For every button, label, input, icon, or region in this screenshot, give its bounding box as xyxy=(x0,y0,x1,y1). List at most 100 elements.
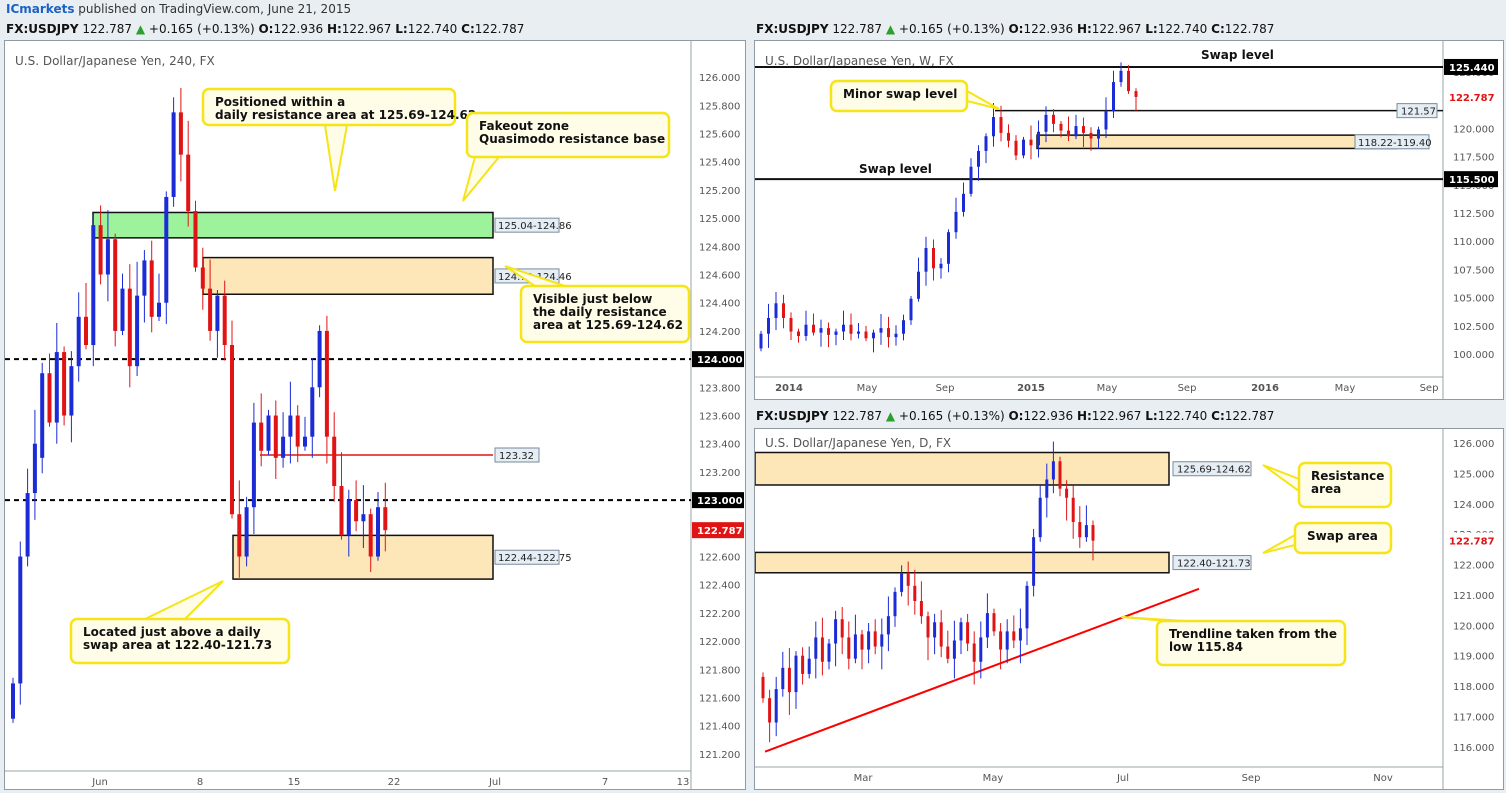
candle xyxy=(376,507,380,557)
candle xyxy=(222,295,227,346)
open-value: 122.936 xyxy=(273,22,324,36)
x-tick-label: May xyxy=(983,773,1004,784)
y-tick-label: 116.000 xyxy=(1453,743,1494,754)
candle xyxy=(332,436,337,487)
candle xyxy=(1078,522,1082,538)
annotation-swap-level-bottom: Swap level xyxy=(859,162,932,176)
candle xyxy=(1038,497,1042,538)
candle xyxy=(946,646,950,659)
candle xyxy=(215,295,220,331)
zone-label: 118.22-119.40 xyxy=(1358,138,1432,149)
candle xyxy=(1005,631,1009,650)
candle xyxy=(1029,139,1033,146)
price-label: 122.787 xyxy=(82,22,132,36)
candle xyxy=(1059,123,1063,131)
y-tick-label: 122.200 xyxy=(699,609,740,620)
zone-label-bg xyxy=(1172,555,1252,571)
chart-daily[interactable]: U.S. Dollar/Japanese Yen, D, FX 126.000 12… xyxy=(754,429,1503,789)
note-trendline-box xyxy=(1155,619,1347,667)
candle xyxy=(288,415,293,437)
candle xyxy=(1089,132,1093,139)
candle xyxy=(781,667,785,690)
candle xyxy=(924,247,928,272)
y-tick-label: 125.400 xyxy=(699,158,740,169)
candle xyxy=(840,619,844,638)
candle xyxy=(62,352,67,416)
y-tick-label: 125.800 xyxy=(699,101,740,112)
candle xyxy=(827,643,831,662)
candle xyxy=(842,324,845,332)
chart-panel-weekly[interactable]: U.S. Dollar/Japanese Yen, W, FX125.00012… xyxy=(754,40,1504,400)
y-tick-label: 105.000 xyxy=(1453,294,1494,305)
candle xyxy=(992,613,996,632)
level-tag-label: 123.000 xyxy=(697,496,743,507)
y-tick-label: 121.200 xyxy=(699,750,740,761)
candle xyxy=(801,655,805,674)
candle xyxy=(1067,130,1070,137)
candle xyxy=(774,689,778,723)
candle xyxy=(917,271,920,299)
chart-weekly[interactable]: U.S. Dollar/Japanese Yen, W, FX125.00012… xyxy=(755,41,1503,399)
candle xyxy=(157,302,161,317)
x-tick-label: Nov xyxy=(1373,773,1393,784)
level-label: 123.32 xyxy=(499,451,534,462)
candle xyxy=(113,239,118,331)
candle xyxy=(1051,461,1055,480)
candle xyxy=(164,196,169,303)
candle xyxy=(32,443,37,494)
change-label: +0.165 (+0.13%) xyxy=(148,22,255,36)
note-visible: Visible just below the daily resistance ar… xyxy=(533,292,683,332)
candle xyxy=(120,288,125,331)
candle xyxy=(1071,497,1075,523)
y-tick-label: 122.000 xyxy=(699,637,740,648)
candle xyxy=(186,154,191,212)
chart-title: U.S. Dollar/Japanese Yen, W, FX xyxy=(765,54,954,68)
publisher-name[interactable]: ICmarkets xyxy=(6,2,75,16)
candle xyxy=(759,333,763,349)
candle xyxy=(383,507,388,531)
candle xyxy=(984,136,988,151)
candle xyxy=(768,698,772,723)
candle xyxy=(1058,461,1062,489)
note-positioned-box xyxy=(201,87,457,127)
x-tick-label: 15 xyxy=(288,777,301,788)
y-tick-label: 123.400 xyxy=(699,440,740,451)
quote-header-daily: FX:USDJPY 122.787 ▲ +0.165 (+0.13%) O:12… xyxy=(756,409,1275,423)
candle xyxy=(127,288,132,367)
candle xyxy=(985,613,989,638)
candle xyxy=(295,415,300,447)
y-tick-label: 126.000 xyxy=(1453,439,1494,450)
note-swap-area-pointer xyxy=(1262,533,1296,554)
x-tick-label: Jul xyxy=(488,777,501,788)
candle xyxy=(105,239,110,275)
candle xyxy=(794,655,798,693)
chart-h4[interactable]: U.S. Dollar/Japanese Yen, 240, FX 126.000… xyxy=(5,41,745,789)
candle xyxy=(1012,631,1016,641)
symbol-label: FX:USDJPY xyxy=(6,22,79,36)
candle xyxy=(782,303,785,318)
candle xyxy=(972,643,976,662)
chart-panel-daily[interactable]: U.S. Dollar/Japanese Yen, D, FX 126.000 12… xyxy=(754,428,1504,790)
y-tick-label: 122.400 xyxy=(699,581,740,592)
note-fakeout: Fakeout zone Quasimodo resistance base xyxy=(479,119,665,146)
y-tick-label: 119.000 xyxy=(1453,652,1494,663)
candle xyxy=(959,622,963,641)
note-trendline: Trendline taken from the low 115.84 xyxy=(1169,627,1337,654)
last-price-label: 122.787 xyxy=(697,526,743,537)
candle xyxy=(992,117,995,137)
y-tick-label: 121.000 xyxy=(1453,591,1494,602)
candle xyxy=(919,601,923,617)
y-tick-label: 100.000 xyxy=(1453,350,1494,361)
up-arrow-icon: ▲ xyxy=(885,22,896,36)
x-tick-label: 2014 xyxy=(775,383,803,394)
candle xyxy=(847,637,851,659)
candle xyxy=(947,232,950,264)
x-tick-label: May xyxy=(857,383,878,394)
candle xyxy=(819,328,823,333)
chart-panel-h4[interactable]: U.S. Dollar/Japanese Yen, 240, FX 126.000… xyxy=(4,40,746,790)
candle xyxy=(76,316,81,367)
low-value: 122.740 xyxy=(407,22,458,36)
y-tick-label: 125.200 xyxy=(699,186,740,197)
candle xyxy=(939,622,943,647)
level-tag xyxy=(1444,171,1498,188)
